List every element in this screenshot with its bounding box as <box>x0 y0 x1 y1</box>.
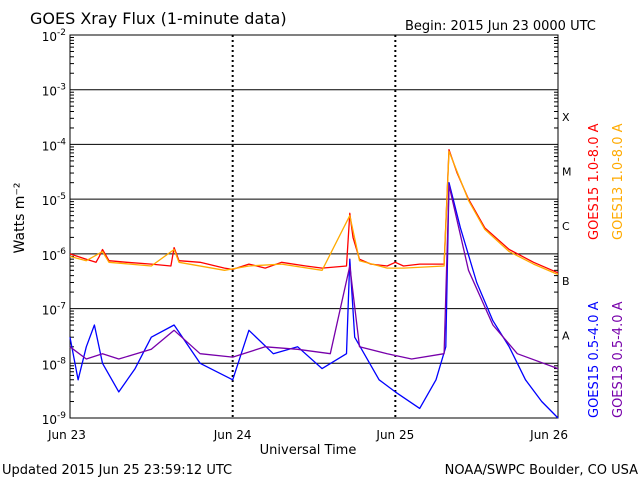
x-tick-label: Jun 26 <box>529 428 568 442</box>
legend-entry: GOES15 1.0-8.0 A <box>587 123 602 240</box>
begin-time: Begin: 2015 Jun 23 0000 UTC <box>405 19 596 34</box>
y-tick-label: 10-9 <box>42 411 67 427</box>
legend: GOES15 1.0-8.0 A GOES13 1.0-8.0 A GOES15 0… <box>587 123 626 418</box>
x-axis-label: Universal Time <box>260 443 357 458</box>
x-tick-label: Jun 23 <box>47 428 86 442</box>
flare-class-label: X <box>562 111 570 124</box>
y-tick-label: 10-6 <box>42 247 67 263</box>
chart-title: GOES Xray Flux (1-minute data) <box>30 9 287 28</box>
flare-class-label: M <box>562 166 572 179</box>
y-axis-ticks: 10-2 10-3 10-4 10-5 10-6 10-7 10-8 10-9 <box>42 28 67 427</box>
flare-class-label: A <box>562 330 570 343</box>
x-tick-label: Jun 25 <box>375 428 414 442</box>
series-lines <box>69 149 559 419</box>
flare-class-label: B <box>562 275 570 288</box>
y-tick-label: 10-8 <box>42 356 67 372</box>
legend-entry: GOES15 0.5-4.0 A <box>587 301 602 418</box>
y-tick-label: 10-5 <box>42 192 66 208</box>
y-axis-label: Watts m⁻² <box>12 183 28 254</box>
updated-timestamp: Updated 2015 Jun 25 23:59:12 UTC <box>2 463 232 478</box>
x-axis-ticks: Jun 23 Jun 24 Jun 25 Jun 26 <box>47 428 568 442</box>
legend-entry: GOES13 0.5-4.0 A <box>611 301 626 418</box>
flare-class-label: C <box>562 220 570 233</box>
series-line <box>69 150 559 276</box>
series-line <box>69 184 559 370</box>
plot-area <box>69 34 559 419</box>
y-tick-label: 10-7 <box>42 302 66 318</box>
legend-entry: GOES13 1.0-8.0 A <box>611 123 626 240</box>
y-tick-label: 10-3 <box>42 83 66 99</box>
x-tick-label: Jun 24 <box>213 428 252 442</box>
series-line <box>69 182 559 419</box>
y-tick-label: 10-4 <box>42 137 67 153</box>
y-tick-label: 10-2 <box>42 28 66 44</box>
credit-text: NOAA/SWPC Boulder, CO USA <box>445 463 638 478</box>
flare-class-labels: X M C B A <box>562 111 572 343</box>
